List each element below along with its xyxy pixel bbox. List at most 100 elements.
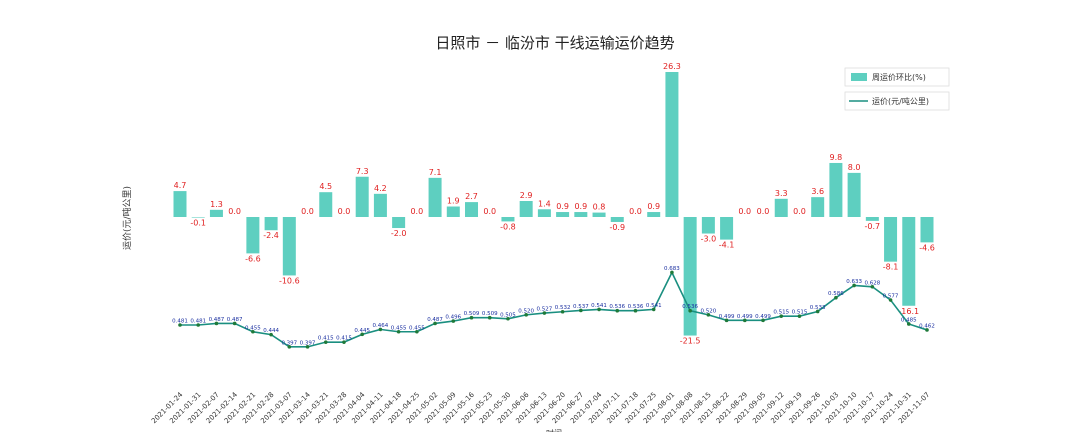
price-point — [506, 316, 510, 321]
bar — [428, 177, 442, 217]
bar — [264, 217, 278, 231]
price-data-label: 0.481 — [172, 319, 188, 325]
bar-data-label: 1.4 — [538, 199, 551, 208]
price-data-label: 0.499 — [737, 314, 753, 320]
price-data-label: 0.515 — [792, 310, 808, 316]
price-data-label: 0.536 — [609, 304, 625, 310]
bar — [902, 217, 916, 306]
price-point — [761, 318, 765, 323]
bar — [392, 217, 406, 229]
bar-data-label: 0.0 — [338, 207, 351, 216]
bar-data-label: 2.9 — [520, 191, 533, 200]
bar — [829, 162, 843, 217]
price-point — [597, 307, 601, 312]
x-axis-label: 时间 — [546, 428, 562, 432]
bar — [774, 198, 788, 217]
bar — [519, 201, 533, 217]
price-data-label: 0.499 — [755, 314, 771, 320]
bar — [173, 191, 187, 217]
bar — [574, 212, 588, 217]
price-data-label: 0.520 — [700, 308, 716, 314]
bar-data-label: 0.0 — [629, 207, 642, 216]
bar-data-label: 7.1 — [429, 168, 442, 177]
price-point — [615, 308, 620, 313]
bar-data-label: 0.0 — [228, 207, 241, 216]
bar — [847, 172, 861, 217]
bar-series — [173, 72, 934, 336]
bar — [592, 212, 606, 217]
price-line — [180, 270, 928, 348]
price-point — [178, 323, 182, 327]
bar — [501, 217, 515, 222]
bar-data-label: 8.0 — [848, 163, 861, 172]
bar-data-label: 0.0 — [757, 207, 770, 216]
price-point — [524, 313, 528, 317]
price-data-label: 0.533 — [810, 305, 826, 311]
bar — [209, 209, 223, 217]
price-data-label: 0.415 — [336, 336, 352, 342]
price-point — [542, 311, 547, 315]
price-data-label: 0.577 — [883, 294, 899, 300]
x-tick-labels: 2021-01-242021-01-312021-02-072021-02-14… — [150, 390, 931, 425]
bar — [865, 217, 879, 221]
bar — [191, 217, 205, 218]
price-point — [651, 307, 656, 312]
bar-data-label: 2.7 — [465, 192, 478, 201]
price-data-label: 0.536 — [682, 304, 698, 310]
price-point — [852, 283, 856, 288]
bar — [373, 193, 387, 217]
price-point — [906, 322, 911, 326]
price-data-label: 0.397 — [281, 340, 297, 346]
bar-data-label: 0.0 — [301, 207, 314, 216]
bar-data-label: 7.3 — [356, 167, 369, 176]
price-point — [888, 298, 893, 302]
bar — [246, 217, 260, 254]
legend: 周运价环比(%) 运价(元/吨公里) — [844, 67, 950, 111]
bar-data-label: -6.6 — [245, 254, 261, 263]
price-point — [378, 327, 383, 332]
price-point — [925, 328, 929, 332]
price-data-label: 0.481 — [190, 319, 206, 325]
price-data-label: 0.397 — [300, 340, 316, 346]
legend-swatch-bar — [851, 73, 867, 81]
bar-data-label: 4.7 — [174, 181, 187, 190]
bar-data-label: 0.9 — [556, 202, 569, 211]
price-data-label: 0.415 — [318, 336, 334, 342]
price-data-label: 0.487 — [227, 317, 243, 323]
bar-data-label: 0.9 — [574, 202, 587, 211]
bar-data-label: -8.1 — [883, 263, 899, 272]
price-line-series — [178, 270, 929, 349]
price-point — [834, 295, 838, 300]
price-data-label: 0.444 — [263, 328, 279, 334]
bar — [665, 72, 679, 217]
price-data-label: 0.455 — [409, 325, 425, 331]
price-point — [251, 329, 255, 334]
price-data-label: 0.487 — [209, 317, 225, 323]
bar-data-label: 9.8 — [830, 153, 843, 162]
price-point — [633, 308, 638, 313]
bar-data-label: -0.8 — [500, 222, 516, 231]
bar-data-label: 0.0 — [793, 207, 806, 216]
price-data-label: 0.541 — [591, 303, 607, 309]
bar — [537, 209, 551, 217]
bar — [701, 217, 715, 234]
price-point — [196, 323, 201, 327]
price-point — [433, 321, 437, 326]
bar — [920, 217, 934, 243]
price-data-label: 0.462 — [919, 323, 935, 329]
price-data-label: 0.509 — [464, 311, 480, 317]
price-data-label: 0.485 — [901, 317, 917, 323]
price-data-label: 0.505 — [500, 312, 516, 318]
price-point — [305, 345, 310, 349]
bar-data-label: 4.5 — [319, 182, 332, 191]
price-point — [724, 318, 729, 323]
bar — [319, 192, 333, 217]
bar — [446, 206, 460, 217]
price-data-label: 0.520 — [518, 308, 534, 314]
bar — [556, 212, 570, 217]
price-data-label: 0.455 — [245, 325, 261, 331]
price-point — [579, 308, 583, 313]
price-point — [797, 314, 802, 318]
price-data-label: 0.509 — [482, 311, 498, 317]
